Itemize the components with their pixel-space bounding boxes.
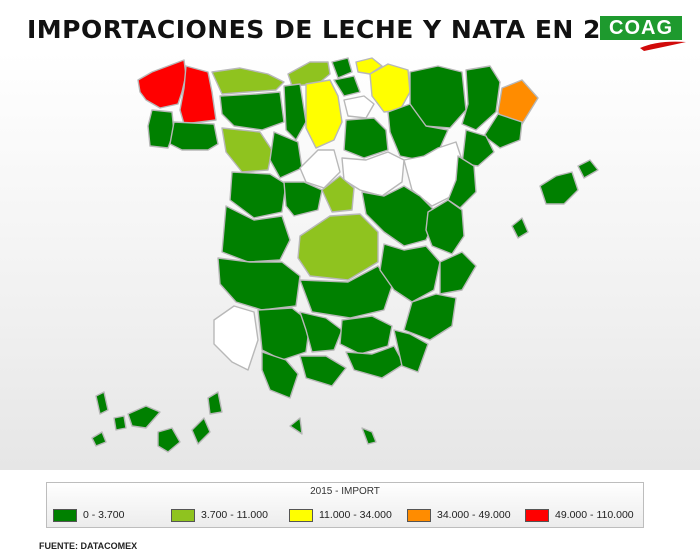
province-caceres[interactable] [221, 205, 291, 263]
province-canarias-la-palma[interactable] [95, 391, 109, 415]
legend-swatch [525, 508, 549, 522]
province-canarias-tenerife[interactable] [127, 405, 161, 429]
province-cordoba[interactable] [299, 311, 343, 353]
spain-province-map [91, 57, 599, 453]
province-huelva[interactable] [213, 305, 259, 371]
province-baleares-ibiza[interactable] [511, 217, 529, 239]
legend-swatch [171, 508, 195, 522]
legend-label: 34.000 - 49.000 [437, 509, 511, 521]
legend-item: 0 - 3.700 [53, 507, 171, 523]
logo-text: COAG [600, 16, 682, 40]
province-ceuta[interactable] [289, 417, 303, 435]
province-ciudad-real[interactable] [299, 265, 393, 319]
province-badajoz[interactable] [217, 257, 301, 311]
province-canarias-lanzarote[interactable] [207, 391, 223, 415]
province-lleida[interactable] [461, 65, 501, 131]
province-salamanca[interactable] [229, 171, 287, 219]
province-jaen[interactable] [339, 315, 393, 355]
province-baleares-menorca[interactable] [577, 159, 599, 179]
legend-label: 3.700 - 11.000 [201, 509, 268, 521]
province-valladolid[interactable] [269, 131, 303, 179]
coag-logo: COAG [600, 16, 690, 56]
legend-swatch [289, 508, 313, 522]
province-la-rioja[interactable] [343, 95, 375, 119]
legend-item: 34.000 - 49.000 [407, 507, 525, 523]
province-albacete[interactable] [379, 243, 441, 303]
province-asturias[interactable] [211, 67, 285, 95]
province-alicante[interactable] [439, 251, 477, 295]
province-valencia[interactable] [425, 199, 465, 255]
province-sevilla[interactable] [257, 307, 311, 361]
province-canarias-gran-canaria[interactable] [157, 427, 181, 453]
province-navarra[interactable] [369, 63, 411, 113]
legend-swatch [407, 508, 431, 522]
page-title: IMPORTACIONES DE LECHE Y NATA EN 2015 [27, 15, 655, 44]
province-baleares-mallorca[interactable] [539, 171, 579, 205]
legend-swatch [53, 508, 77, 522]
legend-label: 0 - 3.700 [83, 509, 125, 521]
legend-item: 3.700 - 11.000 [171, 507, 289, 523]
province-zamora[interactable] [221, 127, 273, 173]
province-canarias-el-hierro[interactable] [91, 431, 107, 447]
province-murcia[interactable] [403, 293, 457, 341]
province-madrid[interactable] [321, 175, 355, 213]
source-note: FUENTE: DATACOMEX [39, 541, 138, 551]
legend-item: 11.000 - 34.000 [289, 507, 407, 523]
province-melilla[interactable] [361, 427, 377, 445]
province-canarias-fuerteventura[interactable] [191, 417, 211, 445]
legend-title: 2015 - IMPORT [310, 486, 380, 497]
province-segovia[interactable] [299, 149, 341, 189]
province-avila[interactable] [283, 181, 323, 217]
province-vizcaya[interactable] [331, 57, 353, 79]
legend-label: 49.000 - 110.000 [555, 509, 634, 521]
province-barcelona[interactable] [483, 113, 523, 149]
province-almeria[interactable] [393, 329, 429, 373]
legend-item: 49.000 - 110.000 [525, 507, 643, 523]
province-alava[interactable] [333, 75, 361, 97]
province-soria[interactable] [343, 117, 389, 159]
legend-label: 11.000 - 34.000 [319, 509, 392, 521]
logo-swoosh-icon [640, 41, 686, 51]
province-burgos[interactable] [305, 79, 343, 149]
province-pontevedra[interactable] [147, 109, 175, 149]
map-legend: 2015 - IMPORT 0 - 3.700 3.700 - 11.000 1… [46, 482, 644, 528]
province-lugo[interactable] [179, 65, 217, 125]
province-palencia[interactable] [283, 83, 307, 141]
province-leon[interactable] [219, 91, 285, 131]
province-malaga[interactable] [299, 355, 347, 387]
province-canarias-la-gomera[interactable] [113, 415, 127, 431]
province-cadiz[interactable] [261, 351, 299, 399]
province-toledo[interactable] [297, 213, 379, 281]
map-area [0, 52, 700, 470]
province-a-coruna[interactable] [137, 59, 187, 109]
province-ourense[interactable] [169, 121, 219, 151]
legend-items: 0 - 3.700 3.700 - 11.000 11.000 - 34.000… [53, 507, 643, 523]
